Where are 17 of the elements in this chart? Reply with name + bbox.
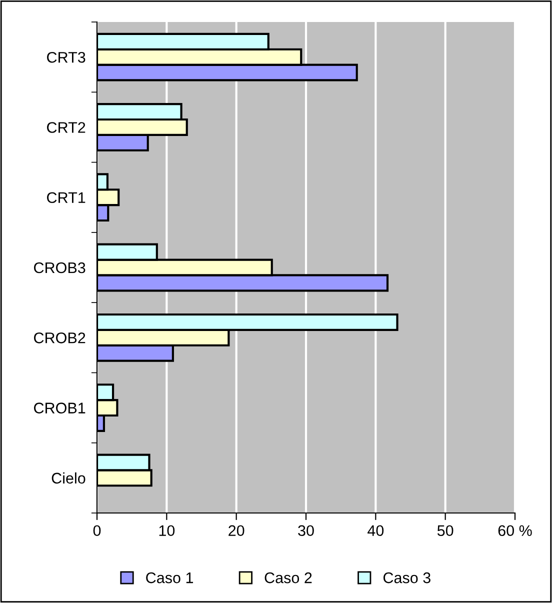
x-tick-label: 50 <box>437 525 454 536</box>
y-tick-label: CROB3 <box>34 262 86 274</box>
y-tick-label: CRT1 <box>47 192 86 204</box>
legend-label: Caso 3 <box>383 572 430 584</box>
x-tick-label: 30 <box>298 525 314 536</box>
x-tick-label: 40 <box>368 525 384 536</box>
legend-label: Caso 2 <box>264 572 312 584</box>
x-tick-label: 0 <box>93 525 101 536</box>
x-tick-label: 20 <box>228 525 244 536</box>
y-tick-label: CROB1 <box>34 402 86 414</box>
y-tick-label: CRT3 <box>47 52 86 63</box>
y-tick-label: Cielo <box>52 472 86 484</box>
x-tick-label: 60 % <box>498 525 532 536</box>
y-tick-label: CROB2 <box>34 332 86 344</box>
legend-label: Caso 1 <box>146 572 193 584</box>
x-tick-label: 10 <box>159 525 175 536</box>
y-tick-label: CRT2 <box>47 122 86 133</box>
